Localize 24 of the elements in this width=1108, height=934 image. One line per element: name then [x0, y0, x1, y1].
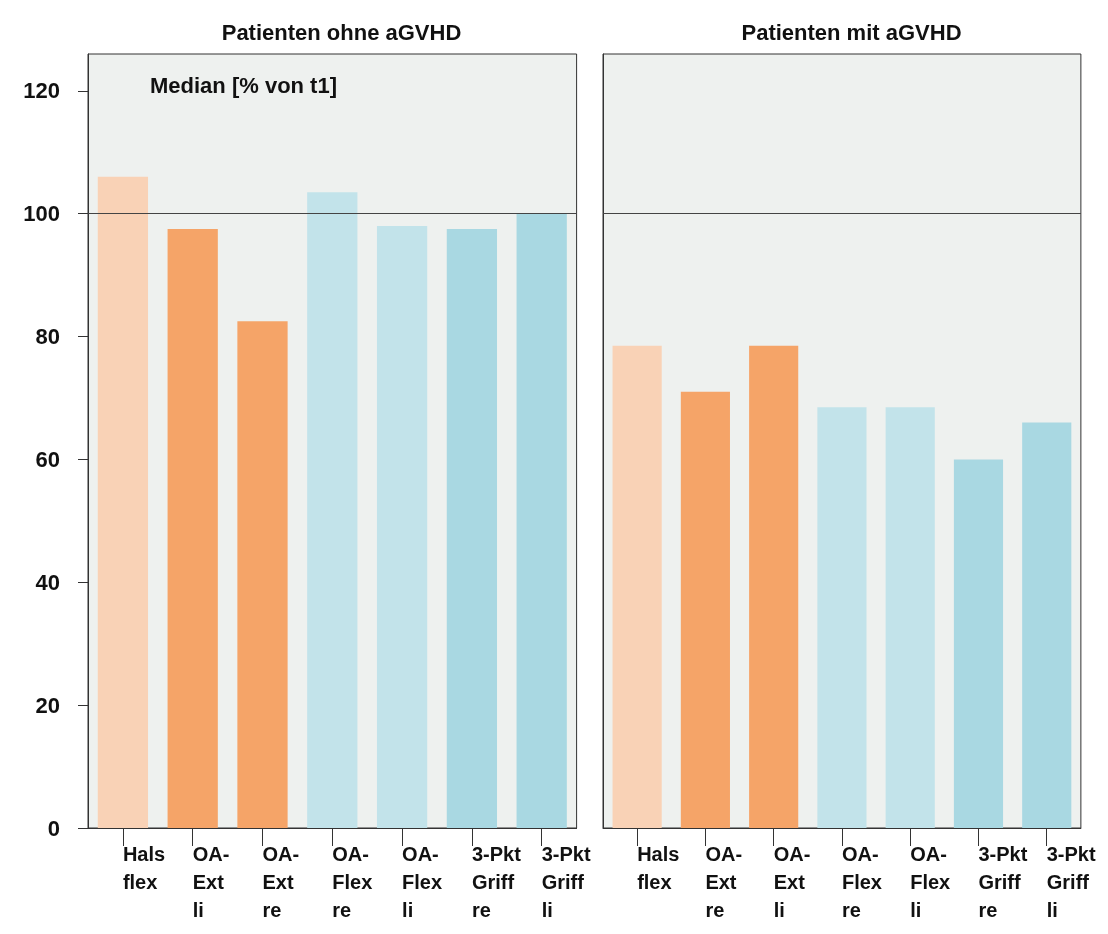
x-tick-label: Hals flex: [637, 843, 680, 893]
annotation: Median [% von t1]: [150, 72, 338, 98]
y-tick-label: 100: [23, 201, 60, 227]
x-tick-label: OA- Ext li: [192, 843, 230, 921]
x-tick-label: 3-Pkt Griff re: [978, 843, 1028, 921]
y-tick-label: 60: [35, 446, 60, 472]
x-tick-label: 3-Pkt Griff re: [471, 843, 522, 921]
x-tick-label: OA- Ext re: [262, 843, 300, 921]
x-tick-label: OA- Flex li: [910, 843, 951, 921]
x-tick-label: OA- Flex li: [402, 843, 443, 921]
x-tick-label: OA- Ext li: [773, 843, 811, 921]
x-tick-label: OA- Ext re: [705, 843, 743, 921]
y-tick-label: 120: [23, 78, 60, 104]
chart-title: Patienten ohne aGVHD: [221, 19, 462, 45]
y-tick-label: 0: [47, 815, 60, 841]
y-tick-label: 20: [35, 692, 60, 718]
chart-title: Patienten mit aGVHD: [741, 19, 962, 45]
y-tick-label: 80: [35, 324, 60, 350]
x-tick-label: 3-Pkt Griff li: [1046, 843, 1096, 921]
x-tick-label: Hals flex: [122, 843, 166, 893]
x-tick-label: 3-Pkt Griff li: [541, 843, 591, 921]
x-tick-label: OA- Flex re: [841, 843, 882, 921]
x-tick-label: OA- Flex re: [332, 843, 373, 921]
y-tick-label: 40: [35, 569, 60, 595]
